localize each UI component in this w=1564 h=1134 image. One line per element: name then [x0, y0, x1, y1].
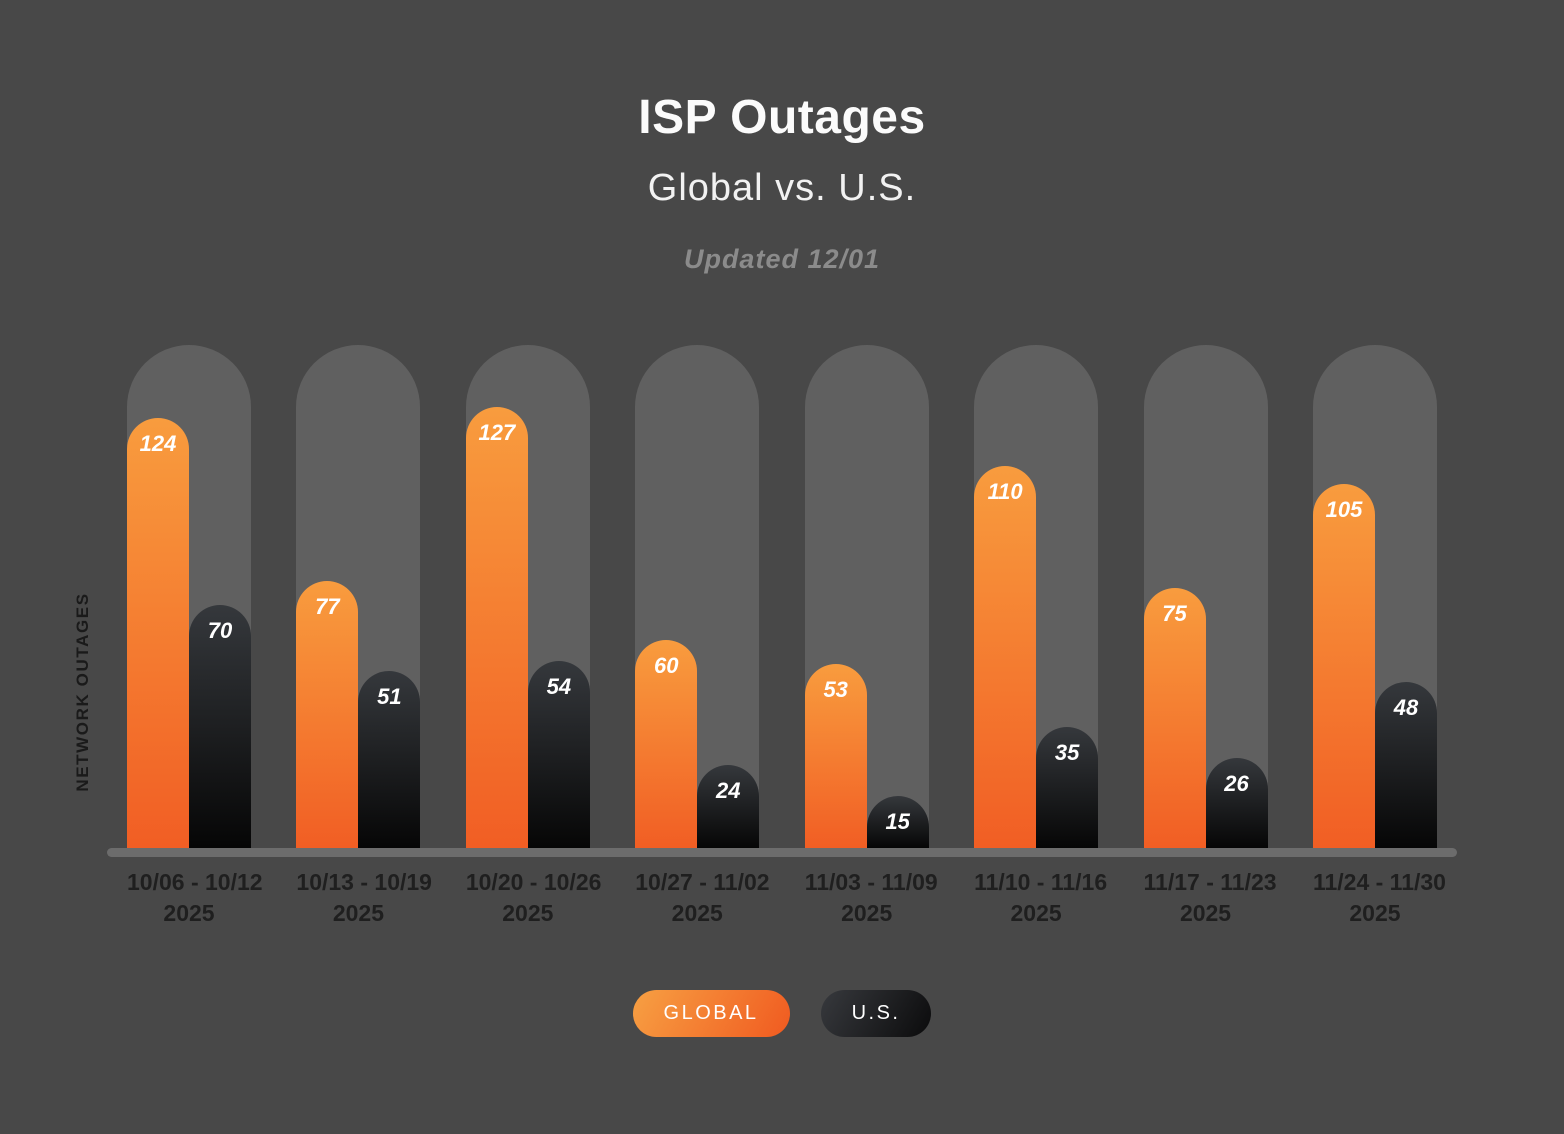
x-axis-label-range: 11/24 - 11/30 — [1312, 869, 1446, 895]
x-axis-label-range: 10/06 - 10/12 — [127, 869, 263, 895]
bar-group-track: 105 48 — [1312, 345, 1437, 848]
y-axis-label: NETWORK OUTAGES — [73, 592, 92, 792]
x-axis-label-range: 10/13 - 10/19 — [296, 869, 432, 895]
legend-item-global[interactable]: GLOBAL — [632, 990, 790, 1037]
x-axis-label-year: 2025 — [163, 900, 215, 926]
us-bar: 35 — [1036, 726, 1099, 848]
x-axis-label-year: 2025 — [671, 900, 723, 926]
bar-group-track: 60 24 — [635, 345, 760, 848]
us-bar: 48 — [1374, 681, 1437, 848]
global-bar: 77 — [296, 580, 359, 848]
bar-group-track: 127 54 — [465, 345, 590, 848]
us-bar: 54 — [527, 660, 590, 848]
bar-group-track: 77 51 — [296, 345, 421, 848]
x-axis-line — [107, 848, 1457, 857]
x-axis-label-range: 10/20 - 10/26 — [465, 869, 602, 895]
legend-us-label: U.S. — [851, 1002, 901, 1024]
chart-header: ISP Outages Global vs. U.S. Updated 12/0… — [0, 0, 1564, 275]
global-bar: 75 — [1143, 587, 1206, 848]
x-axis-labels: 10/06 - 10/12 2025 10/13 - 10/19 2025 10/20 … — [127, 867, 1446, 929]
us-bar-value: 54 — [546, 673, 572, 699]
us-bar: 24 — [697, 764, 760, 848]
chart-subtitle: Global vs. U.S. — [647, 167, 917, 209]
x-axis-label: 10/06 - 10/12 2025 — [127, 867, 263, 929]
x-axis-label: 10/27 - 11/02 2025 — [635, 867, 770, 929]
x-axis-label: 10/13 - 10/19 2025 — [296, 867, 432, 929]
x-axis-label-range: 11/17 - 11/23 — [1143, 869, 1277, 895]
us-bar-value: 70 — [207, 618, 233, 644]
global-bar-value: 53 — [823, 677, 848, 703]
x-axis-label-year: 2025 — [332, 900, 384, 926]
x-axis-label-year: 2025 — [1349, 900, 1401, 926]
us-bar-value: 35 — [1054, 739, 1080, 765]
global-bar: 60 — [635, 639, 698, 848]
x-axis-label: 11/10 - 11/16 2025 — [974, 867, 1108, 929]
chart-legend: GLOBAL U.S. — [0, 990, 1564, 1037]
updated-note: Updated 12/01 — [683, 244, 881, 274]
bar-chart-plot-area: 124 70 77 51 127 54 60 24 53 15 110 35 75 26 105 48 10/… — [107, 345, 1457, 926]
us-bar: 15 — [866, 795, 929, 848]
us-bar-value: 51 — [377, 684, 402, 710]
global-bar-value: 75 — [1162, 600, 1187, 626]
x-axis-label-year: 2025 — [502, 900, 554, 926]
global-bar: 124 — [127, 417, 189, 848]
global-bar-value: 105 — [1325, 496, 1363, 522]
global-bar: 53 — [804, 664, 867, 848]
global-bar-value: 60 — [654, 652, 679, 678]
global-bar: 110 — [974, 466, 1037, 848]
us-bar-value: 48 — [1393, 694, 1419, 720]
x-axis-label: 11/24 - 11/30 2025 — [1312, 867, 1446, 929]
us-bar: 51 — [358, 671, 421, 848]
us-bar: 70 — [189, 605, 251, 848]
bar-group-track: 110 35 — [974, 345, 1099, 848]
x-axis-label: 11/03 - 11/09 2025 — [804, 867, 938, 929]
x-axis-label: 11/17 - 11/23 2025 — [1143, 867, 1277, 929]
global-bar-value: 127 — [478, 420, 516, 446]
global-bar-value: 77 — [315, 593, 340, 619]
x-axis-label: 10/20 - 10/26 2025 — [465, 867, 602, 929]
us-bar: 26 — [1205, 757, 1268, 848]
bar-groups: 124 70 77 51 127 54 60 24 53 15 110 35 75 26 105 48 — [127, 345, 1437, 848]
x-axis-label-range: 11/10 - 11/16 — [974, 869, 1108, 895]
x-axis-label-range: 10/27 - 11/02 — [635, 869, 770, 895]
x-axis-label-year: 2025 — [841, 900, 893, 926]
chart-title: ISP Outages — [638, 91, 926, 144]
bar-group-track: 75 26 — [1143, 345, 1268, 848]
us-bar-value: 15 — [885, 808, 910, 834]
us-bar-value: 26 — [1224, 770, 1249, 796]
bar-group-track: 53 15 — [804, 345, 929, 848]
global-bar: 127 — [465, 407, 528, 848]
legend-item-us[interactable]: U.S. — [820, 990, 932, 1037]
global-bar-value: 110 — [987, 479, 1023, 505]
x-axis-label-year: 2025 — [1010, 900, 1062, 926]
x-axis-label-range: 11/03 - 11/09 — [804, 869, 938, 895]
global-bar: 105 — [1312, 483, 1375, 848]
legend-global-label: GLOBAL — [663, 1002, 759, 1024]
x-axis-label-year: 2025 — [1179, 900, 1232, 926]
us-bar-value: 24 — [716, 777, 741, 803]
bar-group-track: 124 70 — [127, 345, 251, 848]
global-bar-value: 124 — [139, 430, 177, 456]
